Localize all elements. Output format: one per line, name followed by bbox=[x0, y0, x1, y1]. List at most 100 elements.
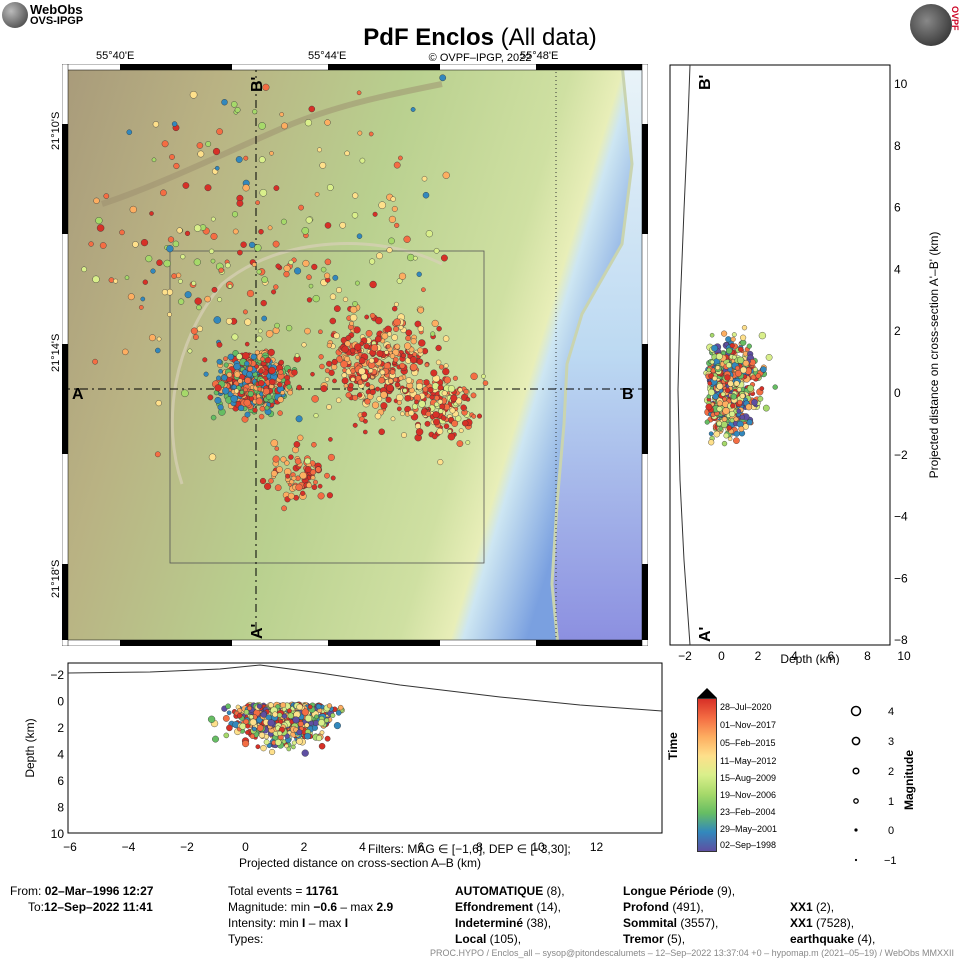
event-dot bbox=[277, 381, 283, 388]
event-dot bbox=[237, 712, 243, 719]
event-dot bbox=[365, 329, 373, 337]
filters-text: Filters: MAG ∈ [−1,6], DEP ∈ [−3,30]; bbox=[368, 842, 571, 856]
event-dot bbox=[274, 322, 280, 329]
right-yticks: 10 8 6 4 2 0 −2 −4 −6 −8 bbox=[894, 77, 908, 647]
mag-value-minus1: −1 bbox=[884, 855, 897, 867]
right-section-frame bbox=[669, 64, 891, 646]
event-dot bbox=[476, 413, 483, 419]
event-dot bbox=[410, 338, 417, 345]
cross-section-a-b[interactable]: −2 0 2 4 6 8 10 −6 −4 −2 0 2 4 6 8 10 12 Filters: MAG ∈… bbox=[20, 655, 680, 875]
event-dot bbox=[161, 289, 168, 296]
stats-block: Total events = 11761 Magnitude: min −0.6… bbox=[228, 883, 393, 947]
event-dot bbox=[460, 404, 467, 411]
event-dot bbox=[733, 437, 740, 444]
mag-value-4: 4 bbox=[888, 706, 894, 718]
bottom-section-frame bbox=[67, 662, 663, 834]
event-dot bbox=[244, 377, 252, 384]
lat-label-2: 21°14'S bbox=[50, 333, 62, 372]
tick-label: 4 bbox=[359, 840, 366, 854]
event-dot bbox=[357, 392, 363, 398]
event-dot bbox=[258, 156, 266, 164]
event-dot bbox=[262, 83, 270, 91]
event-dot bbox=[249, 241, 256, 248]
event-dot bbox=[342, 296, 349, 302]
event-dot bbox=[103, 193, 110, 199]
event-dot bbox=[273, 284, 279, 290]
event-dot bbox=[264, 357, 271, 364]
event-dot bbox=[181, 389, 189, 398]
tick-label: −6 bbox=[894, 571, 908, 585]
event-dot bbox=[386, 343, 391, 349]
event-dot bbox=[728, 410, 736, 418]
event-dot bbox=[760, 366, 767, 373]
event-dot bbox=[242, 309, 248, 315]
event-dot bbox=[280, 218, 287, 225]
event-dot bbox=[352, 422, 358, 428]
event-dot bbox=[288, 259, 294, 265]
event-dot bbox=[260, 299, 267, 307]
event-dot bbox=[239, 722, 247, 730]
event-dot bbox=[442, 335, 450, 342]
event-dot bbox=[208, 453, 217, 461]
event-dot bbox=[280, 456, 287, 463]
event-dot bbox=[252, 407, 258, 413]
event-dot bbox=[319, 162, 327, 169]
event-dot bbox=[295, 415, 303, 423]
event-dot bbox=[258, 122, 266, 130]
event-dot bbox=[257, 328, 263, 334]
event-dot bbox=[260, 356, 265, 362]
event-dot bbox=[396, 406, 402, 412]
event-dot bbox=[422, 386, 429, 393]
event-dot bbox=[712, 393, 719, 400]
event-dot bbox=[750, 374, 757, 381]
event-dot bbox=[306, 274, 312, 280]
event-dot bbox=[386, 384, 394, 392]
tick-label: 6 bbox=[828, 649, 835, 663]
cross-section-a-prime-b-prime[interactable]: B' A' 10 8 6 4 2 0 −2 −4 −6 −8 −2 0 2 4 6 8 10 Depth (k… bbox=[660, 60, 960, 665]
event-dot bbox=[277, 396, 284, 403]
event-dot bbox=[358, 367, 366, 375]
topography-profile-bottom bbox=[67, 664, 663, 712]
mag-circle-2 bbox=[852, 767, 860, 775]
event-dot bbox=[209, 248, 215, 254]
event-dot bbox=[197, 150, 205, 158]
magnitude-label-text: Magnitude: min bbox=[228, 900, 314, 914]
event-dot bbox=[287, 492, 295, 500]
tick-label: 0 bbox=[242, 840, 249, 854]
seismicity-map[interactable]: A B B' A' bbox=[62, 64, 648, 646]
mag-circle-3 bbox=[851, 736, 861, 746]
event-dot bbox=[313, 413, 319, 419]
cb-tick-6: 19–Nov–2006 bbox=[720, 790, 777, 800]
event-dot bbox=[119, 229, 125, 236]
tick-label: −2 bbox=[678, 649, 692, 663]
event-dot bbox=[376, 252, 383, 260]
event-dot bbox=[471, 414, 477, 419]
types-label: Types: bbox=[228, 932, 264, 946]
colorbar-arrow bbox=[697, 688, 717, 698]
tick-label: 8 bbox=[476, 840, 483, 854]
lon-label-2: 55°44'E bbox=[308, 50, 347, 62]
event-dot bbox=[722, 396, 727, 402]
event-dot bbox=[304, 119, 312, 127]
event-dot bbox=[304, 722, 310, 728]
event-dot bbox=[416, 271, 422, 277]
event-dot bbox=[442, 367, 450, 376]
event-dot bbox=[381, 332, 389, 340]
event-dot bbox=[391, 205, 398, 212]
event-dot bbox=[221, 374, 228, 381]
event-dot bbox=[247, 705, 252, 711]
mag-value-2: 2 bbox=[888, 766, 894, 778]
event-dot bbox=[443, 363, 449, 369]
event-dot bbox=[301, 708, 309, 716]
event-dot bbox=[458, 428, 464, 433]
event-dot bbox=[380, 391, 388, 399]
tick-label: 4 bbox=[791, 649, 798, 663]
event-dot bbox=[370, 344, 379, 352]
event-dot bbox=[393, 326, 399, 332]
event-dot bbox=[152, 121, 160, 128]
event-dot bbox=[394, 222, 400, 228]
event-dot bbox=[344, 356, 351, 362]
event-dot bbox=[260, 744, 267, 752]
type-item: AUTOMATIQUE (8), bbox=[455, 884, 565, 898]
lon-label-1: 55°40'E bbox=[96, 50, 135, 62]
